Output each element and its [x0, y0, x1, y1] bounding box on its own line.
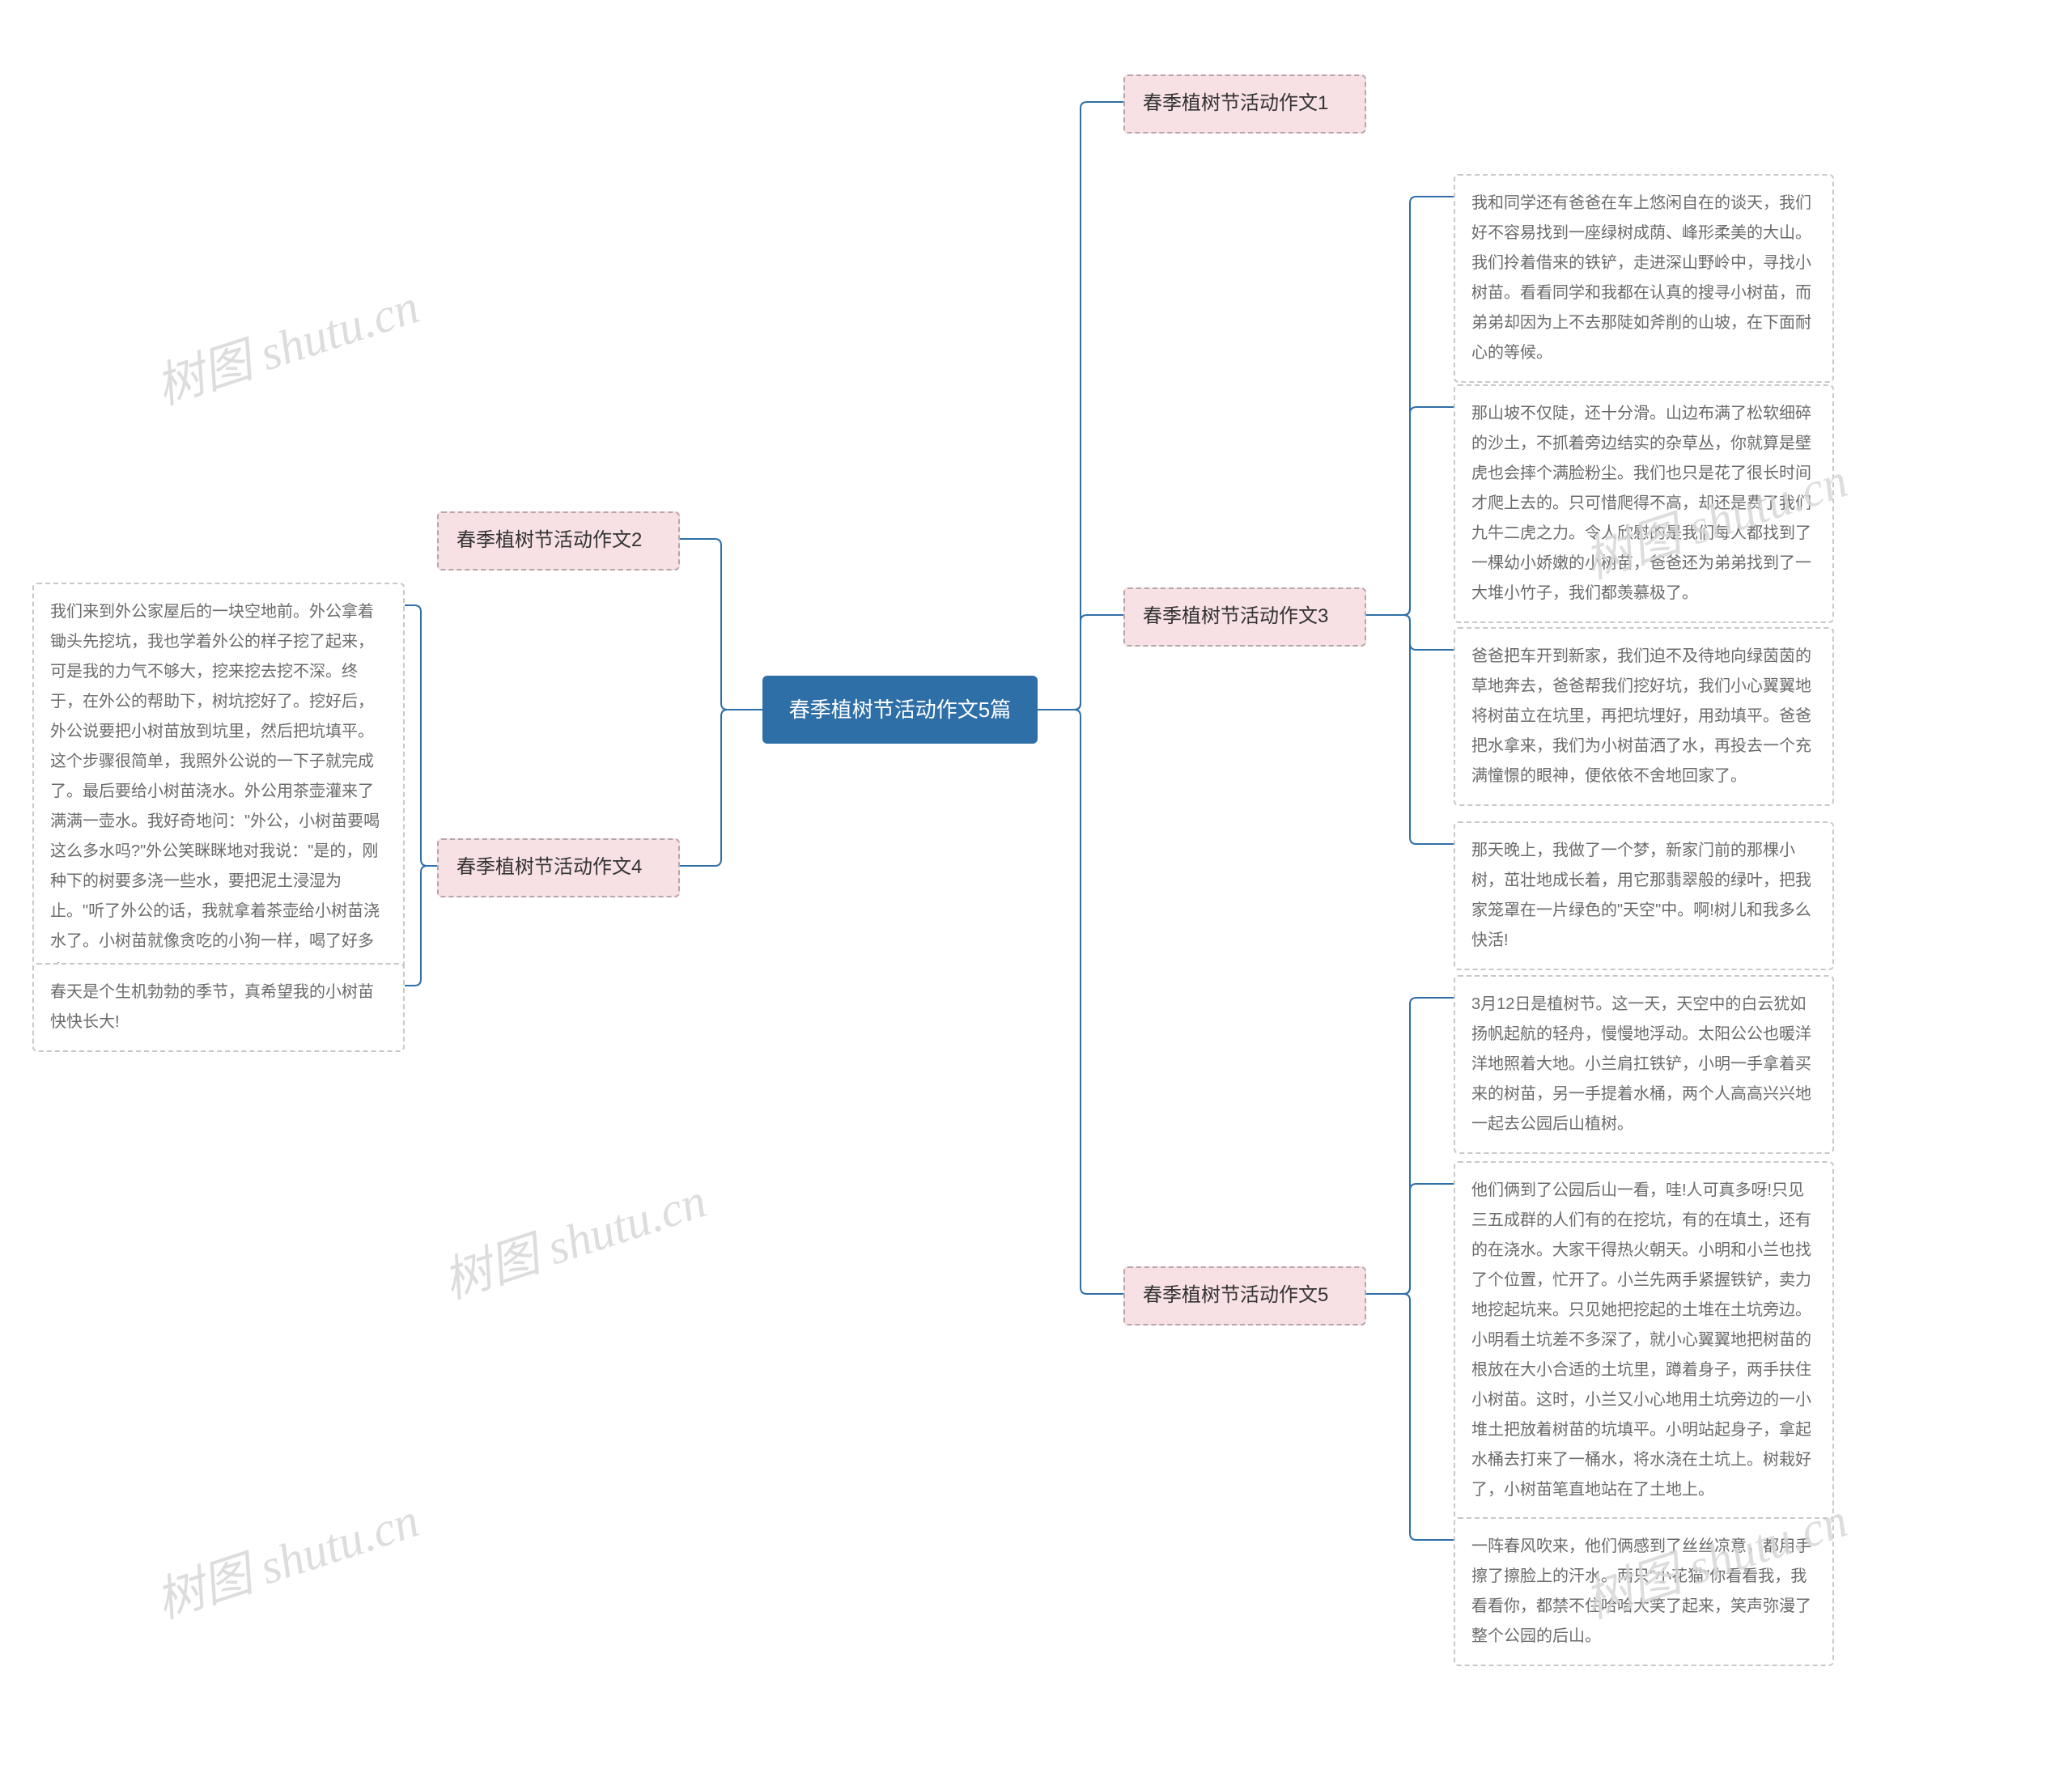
watermark-2: 树图 shutu.cn	[433, 1161, 714, 1313]
watermark-0: 树图 shutu.cn	[146, 267, 427, 418]
leaf-b5-7: 他们俩到了公园后山一看，哇!人可真多呀!只见三五成群的人们有的在挖坑，有的在填土…	[1454, 1161, 1834, 1520]
leaf-b5-8: 一阵春风吹来，他们俩感到了丝丝凉意，都用手擦了擦脸上的汗水。两只"小花猫"你看看…	[1454, 1517, 1834, 1666]
leaf-b5-6: 3月12日是植树节。这一天，天空中的白云犹如扬帆起航的轻舟，慢慢地浮动。太阳公公…	[1454, 975, 1834, 1154]
mindmap-canvas: 春季植树节活动作文5篇 春季植树节活动作文2 春季植树节活动作文4 春季植树节活动作…	[0, 0, 2072, 1777]
leaf-b3-4: 爸爸把车开到新家，我们迫不及待地向绿茵茵的草地奔去，爸爸帮我们挖好坑，我们小心翼…	[1454, 627, 1834, 806]
leaf-b3-3: 那山坡不仅陡，还十分滑。山边布满了松软细碎的沙土，不抓着旁边结实的杂草丛，你就算…	[1454, 384, 1834, 623]
leaf-b4-0: 我们来到外公家屋后的一块空地前。外公拿着锄头先挖坑，我也学着外公的样子挖了起来，…	[32, 583, 405, 1001]
root-node: 春季植树节活动作文5篇	[762, 676, 1038, 744]
branch-b4: 春季植树节活动作文4	[437, 838, 680, 897]
branch-b2: 春季植树节活动作文2	[437, 511, 680, 570]
branch-b5: 春季植树节活动作文5	[1123, 1266, 1366, 1325]
leaf-b3-5: 那天晚上，我做了一个梦，新家门前的那棵小树，茁壮地成长着，用它那翡翠般的绿叶，把…	[1454, 821, 1834, 970]
branch-b3: 春季植树节活动作文3	[1123, 587, 1366, 647]
branch-b1: 春季植树节活动作文1	[1123, 74, 1366, 134]
root-label: 春季植树节活动作文5篇	[789, 698, 1011, 722]
leaf-b3-2: 我和同学还有爸爸在车上悠闲自在的谈天，我们好不容易找到一座绿树成荫、峰形柔美的大…	[1454, 174, 1834, 383]
leaf-b4-1: 春天是个生机勃勃的季节，真希望我的小树苗快快长大!	[32, 963, 405, 1052]
watermark-3: 树图 shutu.cn	[146, 1481, 427, 1632]
